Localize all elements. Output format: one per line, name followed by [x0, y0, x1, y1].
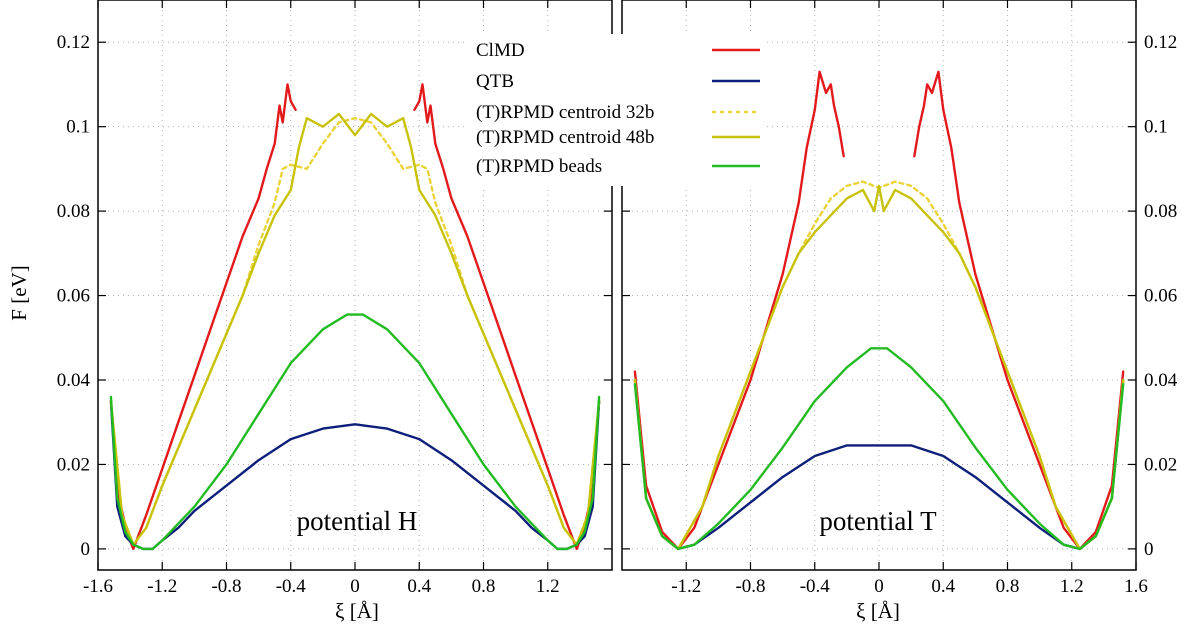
legend-background	[466, 34, 766, 186]
y-tick-label: 0.08	[1144, 201, 1177, 222]
x-tick-label: 0	[874, 576, 884, 597]
y-axis-label: F [eV]	[7, 265, 31, 320]
x-tick-label: 0	[350, 576, 360, 597]
series-4	[633, 347, 1125, 551]
x-tick-label: 0.8	[996, 576, 1020, 597]
y-tick-label: 0.02	[1144, 454, 1177, 475]
x-tick-label: -0.8	[211, 576, 241, 597]
x-tick-label: 1.2	[536, 576, 560, 597]
annotation-right: potential T	[819, 506, 937, 536]
x-tick-label: 0.4	[931, 576, 955, 597]
y-tick-label: 0	[81, 539, 91, 560]
series-left	[109, 83, 601, 551]
series-line	[413, 83, 601, 551]
series-line	[109, 313, 601, 551]
y-tick-label: 0.08	[57, 201, 90, 222]
legend-label-centroid-32b: (T)RPMD centroid 32b	[476, 102, 654, 123]
legend-label-beads: (T)RPMD beads	[476, 156, 602, 177]
y-tick-label: 0.04	[57, 370, 91, 391]
y-tick-label: 0.12	[1144, 32, 1177, 53]
y-tick-label: 0	[1144, 539, 1154, 560]
series-0	[109, 83, 601, 551]
legend-label-qtb: QTB	[476, 71, 514, 92]
series-4	[109, 313, 601, 551]
x-tick-label: 0.4	[407, 576, 431, 597]
x-tick-label: 1.2	[1060, 576, 1084, 597]
x-tick-label: -1.6	[83, 576, 113, 597]
y-tick-label: 0.04	[1144, 370, 1178, 391]
y-tick-label: 0.1	[66, 117, 90, 138]
series-3	[633, 184, 1125, 551]
x-tick-label: 1.6	[1124, 576, 1148, 597]
y-tick-label: 0.06	[1144, 286, 1177, 307]
y-tick-label: 0.02	[57, 454, 90, 475]
ticks-left: -1.6 -1.2 -0.8 -0.4 0 0.4 0.8 1.2 0 0.02 0.04 0.06 0…	[57, 0, 612, 597]
series-line	[633, 347, 1125, 551]
legend: ClMD QTB (T)RPMD centroid 32b (T)RPMD ce…	[466, 34, 766, 186]
x-tick-label: -0.4	[800, 576, 831, 597]
x-tick-label: -1.2	[147, 576, 177, 597]
series-3	[109, 112, 601, 546]
x-tick-label: 0.8	[472, 576, 496, 597]
x-tick-label: -0.4	[276, 576, 307, 597]
annotation-left: potential H	[297, 506, 418, 536]
x-axis-label-left: ξ [Å]	[335, 599, 379, 623]
x-axis-label-right: ξ [Å]	[856, 599, 900, 623]
y-tick-label: 0.06	[57, 286, 90, 307]
series-line	[109, 83, 297, 551]
y-tick-label: 0.1	[1144, 117, 1168, 138]
y-tick-label: 0.12	[57, 32, 90, 53]
legend-label-clmd: ClMD	[476, 40, 525, 61]
series-right	[633, 70, 1125, 551]
legend-label-centroid-48b: (T)RPMD centroid 48b	[476, 127, 654, 148]
panel-left: -1.6 -1.2 -0.8 -0.4 0 0.4 0.8 1.2 0 0.02 0.04 0.06 0…	[57, 0, 613, 597]
series-line	[633, 184, 1125, 551]
x-tick-label: -1.2	[671, 576, 701, 597]
series-line	[109, 112, 601, 546]
x-tick-label: -0.8	[735, 576, 765, 597]
